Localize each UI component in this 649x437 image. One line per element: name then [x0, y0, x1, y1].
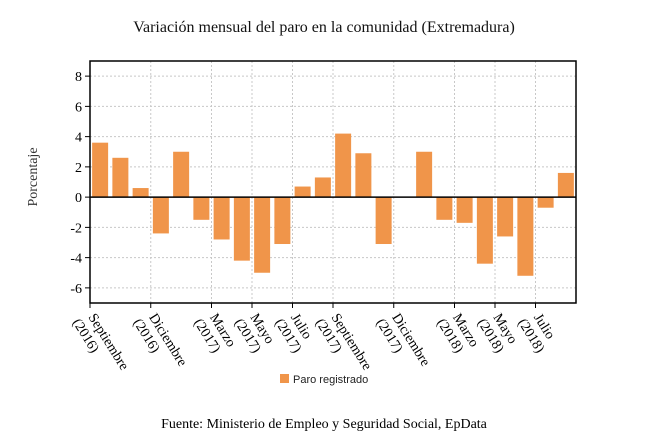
bar[interactable]	[335, 133, 352, 198]
bar[interactable]	[557, 172, 574, 198]
bar[interactable]	[537, 197, 554, 208]
bar[interactable]	[213, 197, 230, 240]
y-tick-label: -6	[70, 282, 82, 297]
bar[interactable]	[517, 197, 534, 276]
x-tick-label: Julio(2018)	[514, 308, 560, 356]
x-tick-label: Marzo(2018)	[433, 308, 481, 359]
bar[interactable]	[152, 197, 169, 234]
bar[interactable]	[254, 197, 271, 273]
bar[interactable]	[416, 151, 433, 198]
bar[interactable]	[193, 197, 210, 220]
bar[interactable]	[355, 153, 372, 198]
x-tick-label: Julio(2017)	[271, 308, 317, 356]
bar[interactable]	[497, 197, 514, 237]
bar[interactable]	[314, 177, 331, 198]
x-tick-label: Septiembre(2016)	[69, 308, 131, 382]
bar[interactable]	[92, 142, 109, 198]
bar[interactable]	[436, 197, 453, 220]
bar[interactable]	[112, 157, 129, 198]
y-tick-label: 8	[75, 70, 82, 85]
bar[interactable]	[375, 197, 392, 245]
bar[interactable]	[233, 197, 250, 261]
legend-swatch	[280, 374, 289, 383]
y-tick-label: 0	[75, 191, 82, 206]
chart-title: Variación mensual del paro en la comunid…	[133, 19, 515, 36]
x-axis: Septiembre(2016) Diciembre(2016) Marzo(201…	[69, 303, 560, 382]
bar[interactable]	[476, 197, 493, 264]
legend-label: Paro registrado	[293, 374, 368, 386]
source-note: Fuente: Ministerio de Empleo y Seguridad…	[161, 417, 488, 432]
y-axis: -6 -4 -2 0 2 4 6 8	[70, 70, 90, 297]
legend[interactable]: Paro registrado	[280, 374, 368, 386]
y-tick-label: -2	[70, 221, 82, 236]
y-axis-title: Porcentaje	[26, 147, 41, 206]
x-tick-label: Mayo(2018)	[474, 308, 520, 356]
x-tick-label: Septiembre(2017)	[312, 308, 374, 382]
bar[interactable]	[173, 151, 190, 198]
bars	[92, 133, 574, 276]
bar[interactable]	[456, 197, 473, 223]
y-tick-label: 2	[75, 161, 82, 176]
y-tick-label: 6	[75, 100, 82, 115]
y-tick-label: -4	[70, 252, 82, 267]
y-tick-label: 4	[75, 131, 82, 146]
bar[interactable]	[274, 197, 291, 245]
x-tick-label: Marzo(2017)	[190, 308, 238, 359]
x-tick-label: Diciembre(2017)	[373, 308, 433, 378]
bar[interactable]	[294, 186, 311, 198]
gridlines	[89, 61, 576, 303]
x-tick-label: Mayo(2017)	[231, 308, 277, 356]
bar[interactable]	[132, 188, 149, 198]
x-tick-label: Diciembre(2016)	[130, 308, 190, 378]
